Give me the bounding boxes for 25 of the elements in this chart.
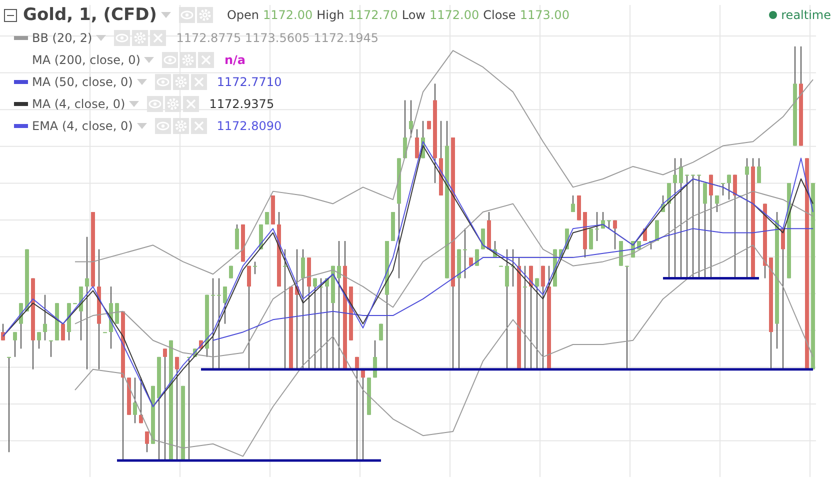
candlestick xyxy=(691,174,695,278)
candlestick xyxy=(595,212,599,241)
text: 1172.8775 1173.5605 1172.1945 xyxy=(176,31,378,45)
text: Open 1172.00 High 1172.70 Low 1172.00 Close 1173.00 xyxy=(226,8,570,22)
text: realtime xyxy=(781,8,831,22)
legend-label: BB (20, 2) xyxy=(32,31,92,45)
legend-label: MA (50, close, 0) xyxy=(32,75,133,89)
candlestick xyxy=(283,249,287,370)
candlestick xyxy=(625,266,629,370)
candlestick xyxy=(7,356,11,452)
legend-label: MA (4, close, 0) xyxy=(32,97,126,111)
annotation: MA (200, close, 0) xyxy=(32,53,140,67)
candlestick xyxy=(463,228,467,278)
chart-title: Gold, 1, (CFD) xyxy=(23,5,157,25)
annotation: n/a xyxy=(224,53,246,67)
annotation: 1172.9375 xyxy=(209,97,274,111)
annotation: 1172.8090 xyxy=(216,119,282,133)
candlestick xyxy=(697,174,701,278)
candlestick xyxy=(253,262,257,274)
legend-label: EMA (4, close, 0) xyxy=(32,119,133,133)
annotation: 1172.7710 xyxy=(216,75,282,89)
candlestick xyxy=(685,174,689,278)
candlestick xyxy=(85,236,89,370)
candlestick xyxy=(49,340,53,357)
candlestick xyxy=(523,266,527,370)
